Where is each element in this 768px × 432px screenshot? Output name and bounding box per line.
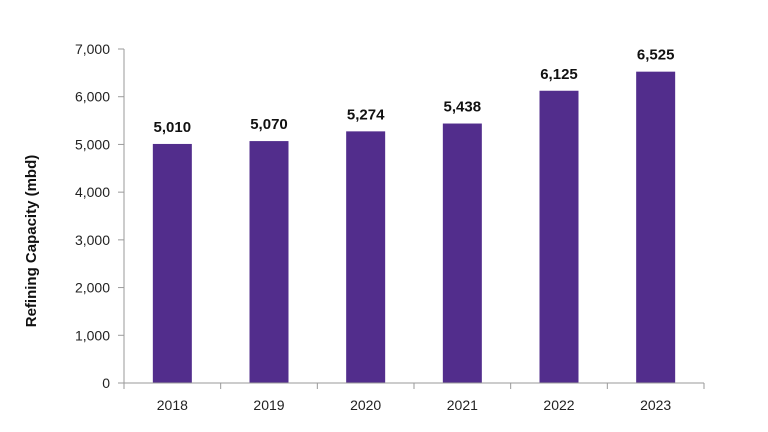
bars-group [152, 71, 676, 384]
x-tick-label: 2021 [447, 397, 478, 413]
y-tick-label: 4,000 [75, 184, 110, 200]
y-tick-label: 3,000 [75, 232, 110, 248]
data-label-2021: 5,438 [444, 99, 482, 116]
y-tick-label: 2,000 [75, 280, 110, 296]
y-axis-title: Refining Capacity (mbd) [23, 155, 40, 328]
bar-2020 [346, 131, 386, 383]
x-tick-label: 2022 [543, 397, 574, 413]
y-tick-label: 0 [102, 375, 110, 391]
bar-2022 [539, 90, 579, 383]
y-axis: 0 1,000 2,000 3,000 4,000 5,000 6,000 7,000 [75, 41, 125, 391]
y-tick-label: 5,000 [75, 136, 110, 152]
data-label-2023: 6,525 [637, 47, 675, 64]
x-tick-label: 2023 [640, 397, 671, 413]
bar-2023 [636, 71, 676, 384]
x-axis: 2018 2019 2020 2021 2022 2023 [123, 382, 705, 413]
data-label-2020: 5,274 [347, 106, 385, 123]
y-tick-label: 7,000 [75, 41, 110, 57]
x-tick-label: 2019 [253, 397, 284, 413]
bar-2019 [249, 141, 289, 383]
data-label-2022: 6,125 [540, 66, 578, 83]
bar-2021 [442, 123, 482, 383]
y-tick-label: 1,000 [75, 327, 110, 343]
y-tick-label: 6,000 [75, 89, 110, 105]
bar-2018 [152, 143, 192, 383]
x-tick-label: 2018 [157, 397, 188, 413]
x-tick-label: 2020 [350, 397, 381, 413]
data-label-2019: 5,070 [250, 116, 288, 133]
data-labels-group: 5,010 5,070 5,274 5,438 6,125 6,525 [154, 47, 675, 136]
data-label-2018: 5,010 [154, 119, 192, 136]
